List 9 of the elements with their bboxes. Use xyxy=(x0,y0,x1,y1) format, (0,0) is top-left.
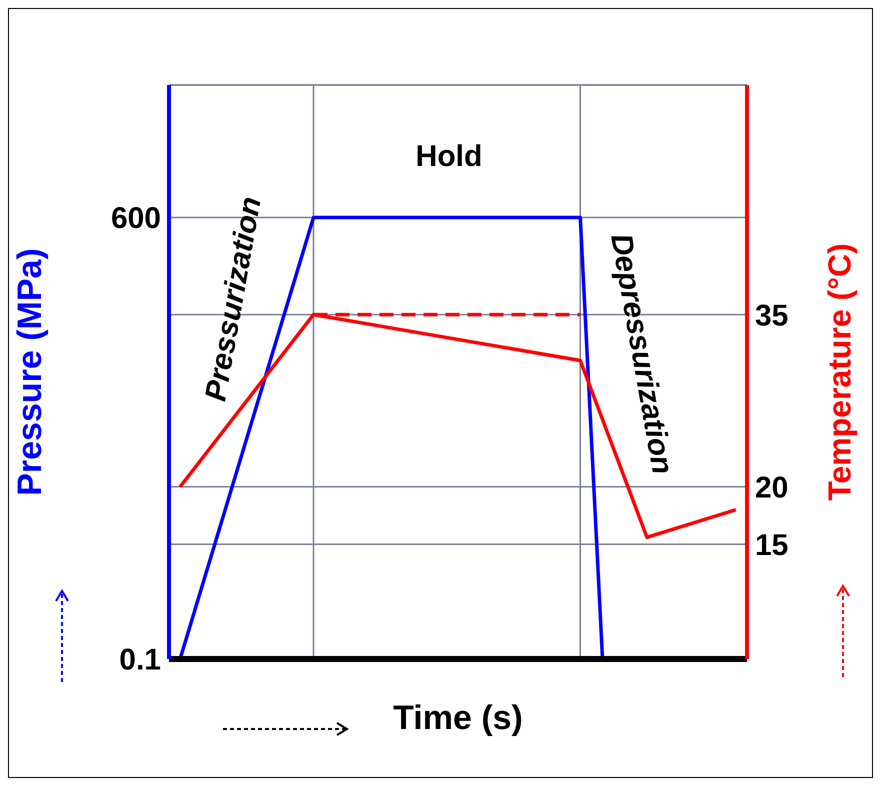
y2-tick-label: 20 xyxy=(755,471,788,504)
y-axis-title: Pressure (MPa) xyxy=(11,248,50,496)
y-tick-label: 0.1 xyxy=(119,644,161,677)
y2-tick-label: 35 xyxy=(755,299,788,332)
y-tick-label: 600 xyxy=(110,202,161,236)
annotation: Hold xyxy=(416,140,482,174)
y2-tick-label: 15 xyxy=(755,528,788,562)
x-axis-title: Time (s) xyxy=(393,699,523,737)
y2-axis-title: Temperature (°C) xyxy=(821,243,858,501)
